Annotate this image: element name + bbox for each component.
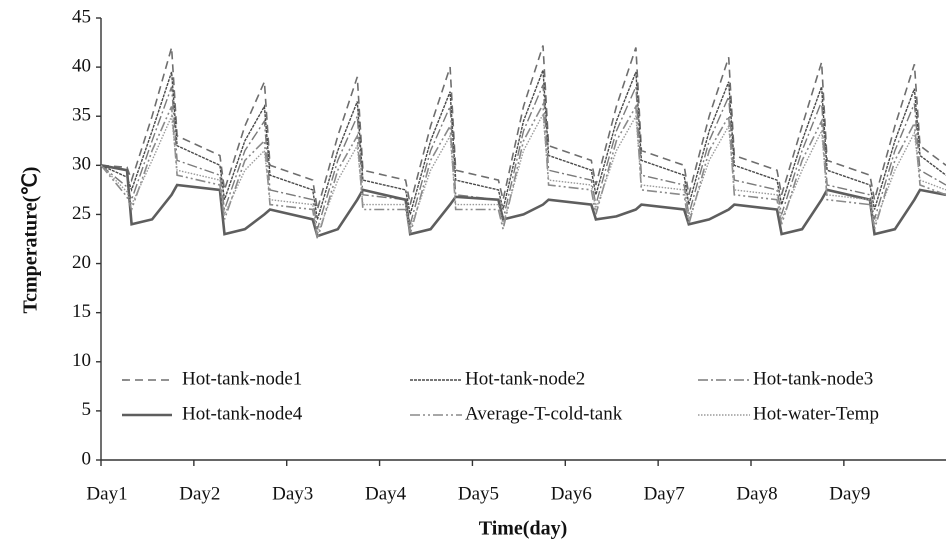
y-tick-label: 10 [72, 350, 91, 371]
y-tick-label: 25 [72, 203, 91, 224]
x-tick-label: Day6 [551, 483, 592, 504]
series-line [100, 45, 946, 210]
x-tick-label: Day3 [272, 483, 313, 504]
x-tick-label: Day2 [179, 483, 220, 504]
legend-label: Hot-tank-node2 [465, 368, 585, 389]
x-tick-label: Day8 [736, 483, 777, 504]
x-tick-label: Day7 [644, 483, 685, 504]
y-tick-label: 40 [72, 55, 91, 76]
legend-label: Hot-water-Temp [753, 403, 879, 424]
legend-label: Average-T-cold-tank [465, 403, 623, 424]
series-line [100, 101, 946, 240]
series-line [100, 111, 946, 237]
y-tick-label: 30 [72, 154, 91, 175]
series-line [100, 84, 946, 230]
y-tick-label: 15 [72, 301, 91, 322]
x-axis-title: Time(day) [479, 518, 568, 540]
x-tick-label: Day4 [365, 483, 407, 504]
x-tick-label: Day1 [86, 483, 127, 504]
legend-label: Hot-tank-node1 [182, 368, 302, 389]
y-tick-label: 45 [72, 6, 91, 27]
y-tick-label: 20 [72, 252, 91, 273]
x-tick-label: Day5 [458, 483, 499, 504]
y-tick-label: 35 [72, 105, 91, 126]
legend-label: Hot-tank-node4 [182, 403, 303, 424]
y-tick-label: 5 [82, 399, 92, 420]
legend-label: Hot-tank-node3 [753, 368, 873, 389]
series-line [100, 164, 946, 238]
y-tick-label: 0 [82, 448, 92, 469]
x-tick-label: Day9 [829, 483, 870, 504]
y-axis-title: Tcmperature(℃) [20, 167, 42, 314]
series-line [100, 69, 946, 220]
